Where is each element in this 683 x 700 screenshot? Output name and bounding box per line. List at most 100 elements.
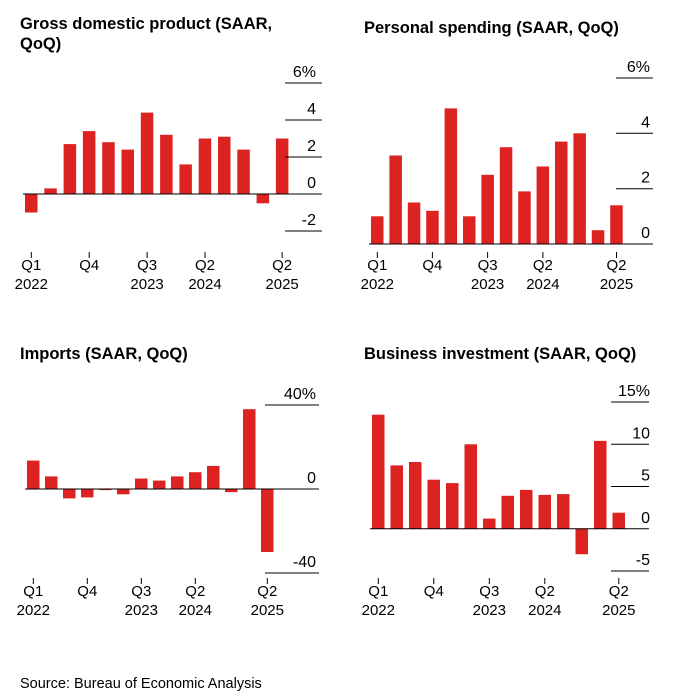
business-investment-xtick-label-3: Q2 (535, 583, 555, 600)
business-investment-ytick-label-0: 15% (618, 383, 650, 400)
imports-xtick-year-4: 2025 (251, 602, 284, 619)
gdp-ytick-label-3: 0 (307, 175, 316, 192)
imports-bar-5 (117, 489, 130, 495)
gdp-xtick-label-3: Q2 (195, 257, 215, 274)
imports-bar-1 (45, 476, 58, 489)
gdp-xtick-year-2: 2023 (130, 276, 163, 293)
personal-spending-bar-4 (444, 108, 458, 245)
personal-spending-bar-3 (426, 210, 439, 244)
gdp-bar-12 (256, 194, 270, 204)
personal-spending-ytick-label-2: 2 (641, 170, 650, 187)
gdp-xtick-label-0: Q1 (21, 257, 41, 274)
gdp-xtick-label-2: Q3 (137, 257, 157, 274)
gdp-bar-11 (237, 149, 250, 194)
imports-xtick-year-3: 2024 (179, 602, 212, 619)
gdp-bar-4 (102, 142, 115, 194)
business-investment-bar-7 (501, 495, 514, 529)
imports-bar-0 (27, 460, 40, 489)
imports-ytick-label-2: -40 (293, 554, 316, 571)
business-investment-ytick-label-2: 5 (641, 468, 650, 485)
business-investment-bar-2 (409, 462, 422, 529)
business-investment-xtick-label-2: Q3 (479, 583, 499, 600)
personal-spending-bar-9 (536, 166, 550, 244)
gdp-bar-7 (160, 134, 173, 194)
imports-ytick-label-1: 0 (307, 470, 316, 487)
gdp-xtick-year-0: 2022 (15, 276, 48, 293)
business-investment-bar-9 (538, 494, 551, 529)
gdp-bar-9 (198, 138, 212, 194)
gdp-bar-0 (25, 194, 38, 213)
business-investment-xtick-year-3: 2024 (528, 602, 561, 619)
business-investment-bar-12 (594, 440, 607, 529)
business-investment-bar-8 (520, 489, 533, 529)
business-investment-bar-5 (464, 444, 477, 529)
personal-spending-ytick-label-0: 6% (627, 59, 650, 76)
business-investment-bar-0 (372, 414, 385, 529)
personal-spending-bar-11 (573, 133, 586, 244)
chart-title-personal-spending: Personal spending (SAAR, QoQ) (364, 19, 619, 37)
personal-spending-bar-7 (499, 147, 513, 244)
business-investment-xtick-label-4: Q2 (609, 583, 629, 600)
gdp-ytick-label-4: -2 (302, 212, 316, 229)
imports-xtick-year-0: 2022 (17, 602, 50, 619)
personal-spending-xtick-label-2: Q3 (478, 257, 498, 274)
business-investment-bar-13 (612, 512, 625, 529)
business-investment-bar-6 (483, 518, 496, 529)
business-investment-bar-1 (390, 465, 403, 529)
imports-xtick-label-4: Q2 (257, 583, 277, 600)
personal-spending-bar-12 (591, 230, 605, 244)
business-investment-bar-4 (446, 483, 459, 529)
imports-bar-7 (153, 480, 166, 489)
imports-bar-12 (243, 409, 256, 489)
personal-spending-xtick-year-4: 2025 (600, 276, 633, 293)
chart-title-imports: Imports (SAAR, QoQ) (20, 345, 188, 363)
chart-title-gdp: Gross domestic product (SAAR, QoQ) (20, 15, 273, 53)
gdp-bar-1 (44, 188, 57, 194)
personal-spending-bar-13 (610, 205, 623, 244)
business-investment-ytick-label-4: -5 (636, 552, 650, 569)
imports-bar-8 (171, 476, 184, 489)
imports-xtick-year-2: 2023 (125, 602, 158, 619)
imports-bar-10 (207, 465, 220, 489)
imports-bar-4 (99, 489, 112, 491)
gdp-bar-10 (218, 136, 231, 194)
personal-spending-xtick-label-0: Q1 (367, 257, 387, 274)
gdp-xtick-year-4: 2025 (265, 276, 298, 293)
imports-xtick-label-0: Q1 (23, 583, 43, 600)
business-investment-bar-3 (427, 479, 440, 529)
gdp-xtick-label-4: Q2 (272, 257, 292, 274)
personal-spending-bar-2 (407, 202, 421, 244)
gdp-bar-5 (121, 149, 134, 194)
source-note: Source: Bureau of Economic Analysis (20, 676, 262, 692)
gdp-ytick-label-0: 6% (293, 64, 316, 81)
gdp-bar-13 (275, 138, 289, 194)
gdp-xtick-label-1: Q4 (79, 257, 99, 274)
business-investment-bar-11 (575, 528, 588, 555)
imports-bar-9 (189, 472, 202, 489)
business-investment-ytick-label-1: 10 (632, 425, 650, 442)
personal-spending-ytick-label-3: 0 (641, 225, 650, 242)
personal-spending-xtick-year-2: 2023 (471, 276, 504, 293)
personal-spending-bar-10 (555, 141, 568, 244)
imports-xtick-label-1: Q4 (77, 583, 97, 600)
personal-spending-xtick-label-1: Q4 (422, 257, 442, 274)
personal-spending-xtick-label-3: Q2 (533, 257, 553, 274)
business-investment-xtick-label-1: Q4 (424, 583, 444, 600)
gdp-bar-6 (140, 112, 154, 194)
business-investment-xtick-year-2: 2023 (473, 602, 506, 619)
gdp-ytick-label-1: 4 (307, 101, 316, 118)
gdp-xtick-year-3: 2024 (188, 276, 221, 293)
gdp-ytick-label-2: 2 (307, 138, 316, 155)
gdp-bar-2 (63, 144, 77, 194)
business-investment-ytick-label-3: 0 (641, 510, 650, 527)
personal-spending-bar-0 (371, 216, 384, 244)
business-investment-xtick-year-4: 2025 (602, 602, 635, 619)
personal-spending-bar-5 (463, 216, 476, 244)
imports-bar-2 (63, 489, 76, 499)
imports-bar-11 (225, 489, 238, 493)
personal-spending-bar-1 (389, 155, 402, 244)
business-investment-xtick-year-0: 2022 (362, 602, 395, 619)
imports-bar-6 (135, 478, 148, 489)
personal-spending-xtick-year-3: 2024 (526, 276, 559, 293)
